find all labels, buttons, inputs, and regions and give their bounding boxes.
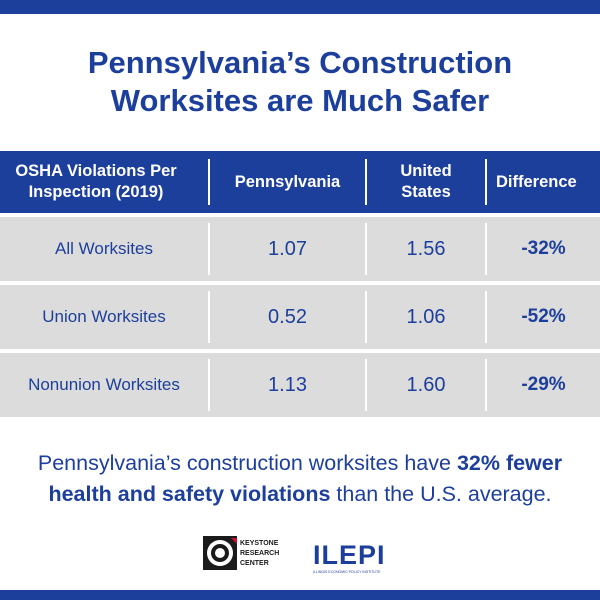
row-label: Union Worksites: [42, 307, 166, 326]
table-row: All Worksites 1.07 1.56 -32%: [0, 217, 600, 281]
row-divider: [485, 223, 487, 275]
header-metric-line2: Inspection (2019): [28, 183, 164, 201]
summary-bold1: 32% fewer: [456, 451, 563, 475]
top-border: [0, 0, 600, 14]
row-pennsylvania-value: 1.13: [268, 373, 307, 396]
row-us-value: 1.56: [406, 237, 446, 260]
header-difference-label: Difference: [496, 172, 577, 191]
header-pennsylvania-label: Pennsylvania: [234, 172, 341, 191]
ilepi-tagline: ILLINOIS ECONOMIC POLICY INSTITUTE: [313, 570, 381, 574]
row-divider: [365, 223, 367, 275]
row-label: All Worksites: [55, 239, 153, 258]
header-divider: [365, 159, 367, 205]
row-us-value: 1.06: [406, 305, 446, 328]
keystone-research-center-logo: KEYSTONE RESEARCH CENTER: [203, 536, 279, 570]
row-divider: [365, 359, 367, 411]
ilepi-name: ILEPI: [313, 540, 386, 570]
row-divider: [485, 291, 487, 343]
row-pennsylvania-value: 0.52: [268, 305, 307, 328]
header-difference: Difference: [496, 151, 600, 213]
row-us-value: 1.60: [406, 373, 446, 396]
row-divider: [208, 359, 210, 411]
summary-text: Pennsylvania’s construction worksites ha…: [0, 448, 600, 510]
row-divider: [485, 359, 487, 411]
table-row: Nonunion Worksites 1.13 1.60 -29%: [0, 353, 600, 417]
krc-line1: KEYSTONE: [240, 540, 279, 547]
krc-line2: RESEARCH: [240, 550, 279, 557]
row-label: Nonunion Worksites: [28, 375, 180, 394]
title-line-1: Pennsylvania’s Construction: [87, 45, 513, 80]
summary-part1: Pennsylvania’s construction worksites ha…: [37, 451, 457, 475]
ilepi-logo: ILEPI ILLINOIS ECONOMIC POLICY INSTITUTE: [313, 540, 386, 574]
table-header: OSHA Violations Per Inspection (2019) Pe…: [0, 151, 600, 213]
row-pennsylvania-value: 1.07: [268, 237, 307, 260]
header-us-line2: States: [401, 183, 451, 201]
row-difference-value: -52%: [521, 306, 566, 327]
page-title: Pennsylvania’s Construction Worksites ar…: [0, 44, 600, 120]
header-metric: OSHA Violations Per Inspection (2019): [0, 151, 202, 213]
keystone-logo-icon: [203, 536, 237, 570]
violations-table: OSHA Violations Per Inspection (2019) Pe…: [0, 151, 600, 421]
table-row: Union Worksites 0.52 1.06 -52%: [0, 285, 600, 349]
row-divider: [208, 223, 210, 275]
row-divider: [208, 291, 210, 343]
title-line-2: Worksites are Much Safer: [110, 83, 490, 118]
summary-part2: than the U.S. average.: [330, 482, 552, 506]
row-divider: [365, 291, 367, 343]
header-divider: [208, 159, 210, 205]
header-metric-line1: OSHA Violations Per: [15, 162, 177, 180]
row-difference-value: -32%: [521, 238, 566, 259]
bottom-border: [0, 590, 600, 600]
krc-line3: CENTER: [240, 560, 269, 567]
summary-bold2: health and safety violations: [48, 482, 331, 506]
header-united-states: United States: [367, 151, 485, 213]
header-us-line1: United: [400, 162, 452, 180]
header-divider: [485, 159, 487, 205]
row-difference-value: -29%: [521, 374, 566, 395]
header-pennsylvania: Pennsylvania: [210, 151, 365, 213]
